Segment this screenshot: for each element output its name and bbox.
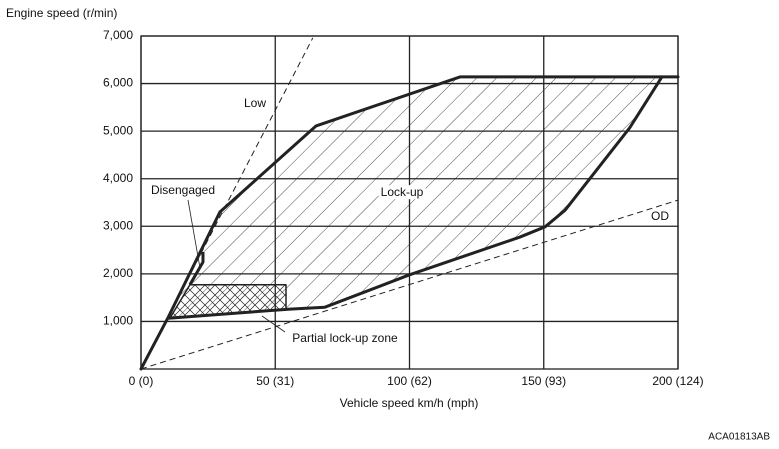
- series-label: Lock-up: [381, 185, 424, 199]
- y-tick-label: 5,000: [103, 123, 133, 137]
- label-bg: [290, 331, 401, 346]
- figure-id: ACA01813AB: [708, 432, 770, 443]
- x-tick-label: 0 (0): [129, 374, 154, 388]
- series-dashed: [140, 37, 314, 370]
- y-tick-label: 2,000: [103, 266, 133, 280]
- x-tick-label: 150 (93): [521, 374, 566, 388]
- series-crosshatch: [169, 284, 287, 319]
- series-dashed: [140, 199, 679, 370]
- y-tick-label: 3,000: [103, 218, 133, 232]
- x-tick-label: 200 (124): [652, 374, 703, 388]
- series-label: Disengaged: [151, 183, 215, 197]
- x-tick-label: 100 (62): [387, 374, 432, 388]
- label-bg: [148, 183, 218, 198]
- y-tick-label: 1,000: [103, 314, 133, 328]
- x-axis-label: Vehicle speed km/h (mph): [340, 396, 479, 410]
- series-label: Partial lock-up zone: [292, 331, 398, 345]
- series-solid: [188, 252, 205, 286]
- x-tick-label: 50 (31): [256, 374, 294, 388]
- series-label: OD: [651, 209, 669, 223]
- y-tick-label: 7,000: [103, 28, 133, 42]
- pointer: [261, 315, 286, 333]
- y-tick-label: 6,000: [103, 76, 133, 90]
- y-axis-label: Engine speed (r/min): [6, 6, 117, 20]
- series-label: Low: [244, 96, 266, 110]
- label-bg: [378, 185, 426, 200]
- y-tick-label: 4,000: [103, 171, 133, 185]
